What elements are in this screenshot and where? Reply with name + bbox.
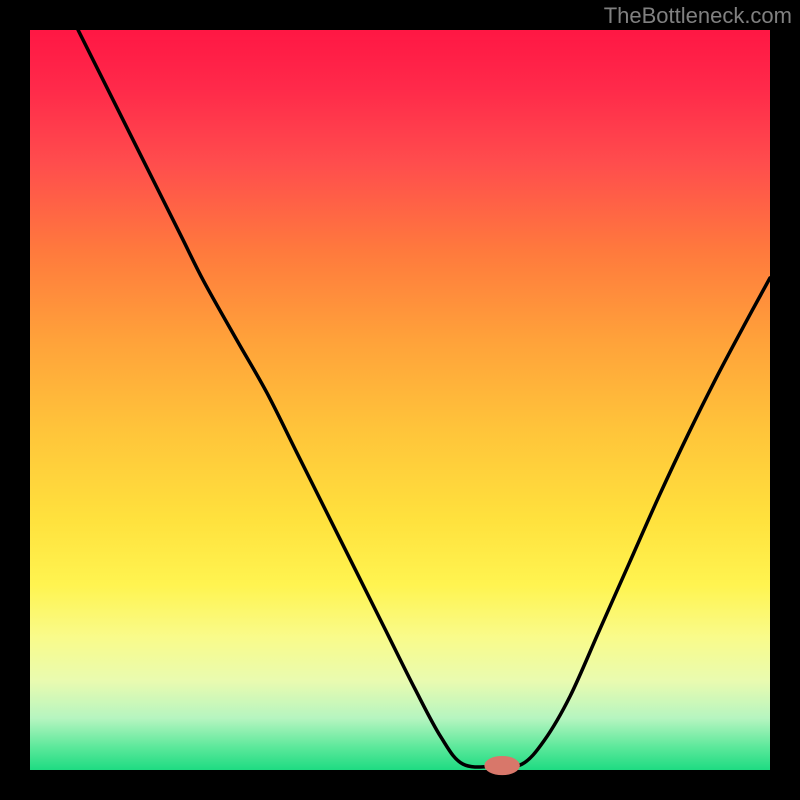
attribution-text: TheBottleneck.com [604, 3, 792, 29]
chart-border [770, 0, 800, 800]
chart-container: TheBottleneck.com [0, 0, 800, 800]
bottleneck-chart [0, 0, 800, 800]
chart-border [0, 770, 800, 800]
chart-border [0, 0, 30, 800]
optimal-marker [484, 756, 520, 775]
